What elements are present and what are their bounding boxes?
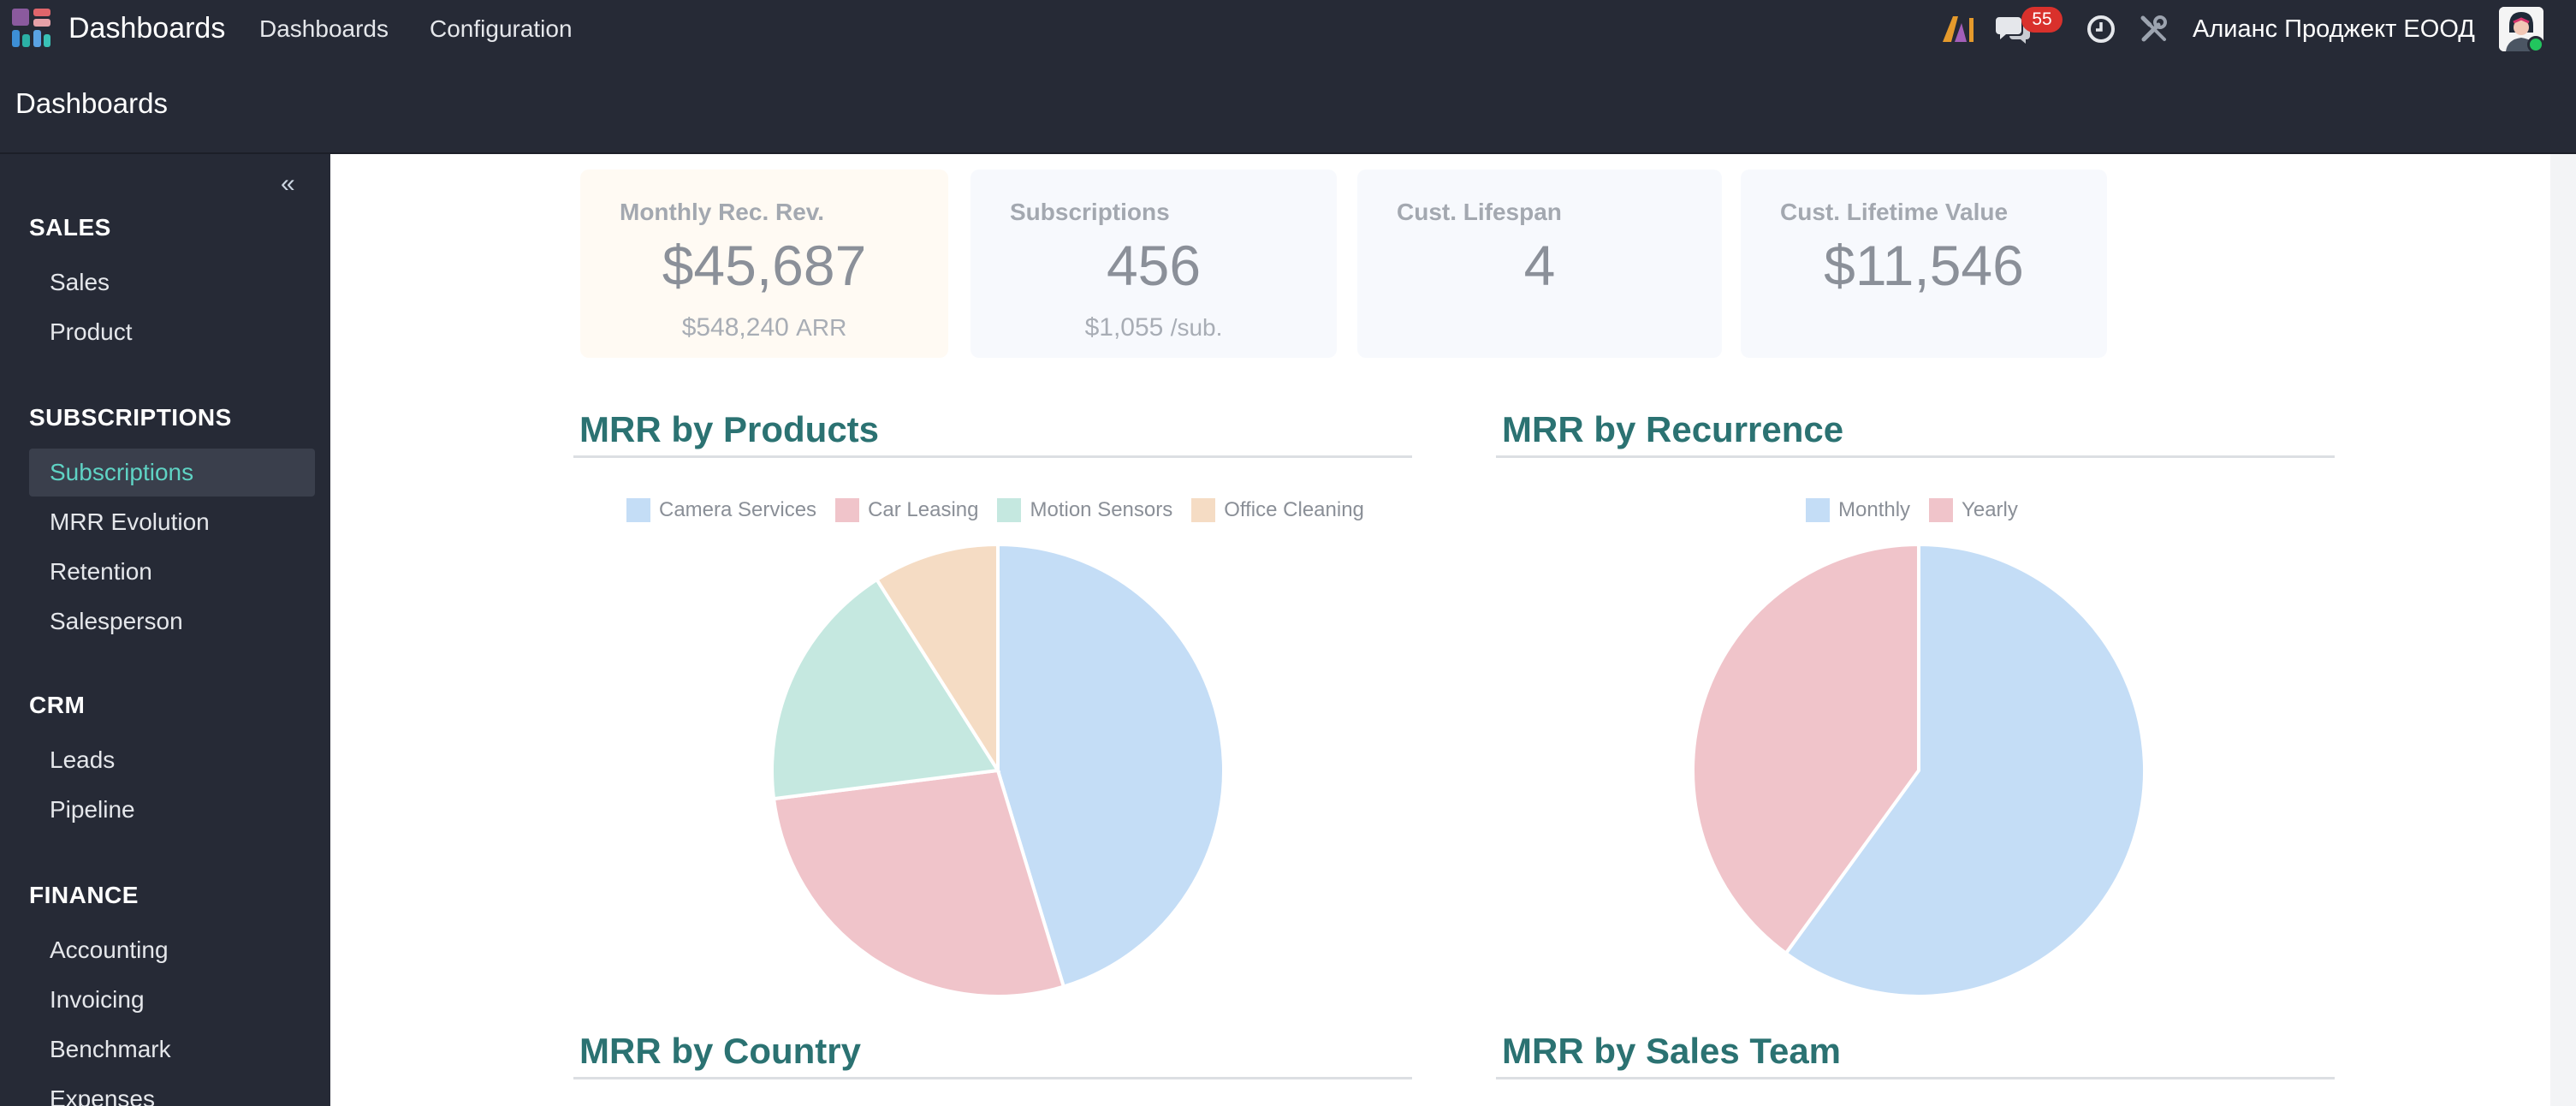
kpi-value: $11,546	[1824, 234, 2024, 297]
sidebar-item-expenses[interactable]: Expenses	[50, 1085, 155, 1106]
legend-item[interactable]: Motion Sensors	[997, 498, 1172, 522]
sidebar-item-retention[interactable]: Retention	[50, 558, 152, 585]
nav-configuration[interactable]: Configuration	[430, 15, 573, 42]
sidebar-item-accounting[interactable]: Accounting	[50, 937, 169, 963]
legend-item[interactable]: Camera Services	[626, 498, 816, 522]
chart-title-recurrence: MRR by Recurrence	[1502, 409, 1844, 449]
kpi-subvalue: $548,240 ARR	[580, 313, 948, 342]
kpi-value: $45,687	[662, 234, 867, 297]
kpi-card-lifespan[interactable]: Cust. Lifespan 4	[1357, 169, 1722, 358]
kpi-label: Subscriptions	[1010, 199, 1170, 225]
kpi-label: Cust. Lifespan	[1397, 199, 1562, 225]
legend-swatch	[997, 498, 1022, 522]
sidebar-item-mrr-evolution[interactable]: MRR Evolution	[50, 508, 210, 535]
chart-legend-recurrence: Monthly Yearly	[1806, 498, 2018, 522]
kpi-value: 4	[1523, 234, 1556, 297]
section-title-crm: CRM	[29, 692, 86, 718]
chart-title-country: MRR by Country	[579, 1031, 861, 1071]
online-status-dot	[2527, 36, 2544, 53]
app-logo-icon[interactable]	[12, 9, 53, 50]
breadcrumb: Dashboards	[15, 87, 168, 119]
sidebar-item-pipeline[interactable]: Pipeline	[50, 796, 135, 823]
kpi-subvalue-unit: ARR	[796, 314, 847, 341]
kpi-subvalue-number: $1,055	[1084, 313, 1164, 342]
ai-icon[interactable]	[1941, 13, 1975, 45]
legend-swatch	[1929, 498, 1954, 522]
sidebar-item-product[interactable]: Product	[50, 318, 133, 345]
pie-slice-motion-sensors[interactable]	[770, 577, 1001, 801]
kpi-value: 456	[1106, 234, 1202, 297]
legend-swatch	[626, 498, 650, 522]
legend-swatch	[835, 498, 860, 522]
sidebar-item-subscriptions[interactable]: Subscriptions	[29, 449, 315, 497]
chat-badge: 55	[2021, 7, 2063, 33]
chart-title-products: MRR by Products	[579, 409, 880, 449]
pie-slice-camera-services[interactable]	[996, 542, 1226, 990]
kpi-card-lifetime-value[interactable]: Cust. Lifetime Value $11,546	[1741, 169, 2107, 358]
pie-slice-yearly[interactable]	[1691, 542, 1920, 956]
pie-chart-products	[770, 542, 1226, 998]
section-divider	[1496, 455, 2335, 458]
legend-label: Monthly	[1838, 498, 1911, 521]
control-panel: Dashboards	[0, 58, 2576, 154]
legend-label: Car Leasing	[868, 498, 979, 521]
pie-slice-monthly[interactable]	[1784, 542, 2146, 998]
legend-item[interactable]: Monthly	[1806, 498, 1910, 522]
pie-slice-office-cleaning[interactable]	[874, 542, 1000, 776]
chart-title-sales-team: MRR by Sales Team	[1502, 1031, 1842, 1071]
kpi-label: Monthly Rec. Rev.	[620, 199, 825, 225]
nav-dashboards[interactable]: Dashboards	[259, 15, 389, 42]
legend-swatch	[1191, 498, 1216, 522]
pie-slice-car-leasing[interactable]	[771, 768, 1066, 998]
tools-icon[interactable]	[2140, 15, 2169, 44]
section-divider	[573, 1077, 1412, 1079]
legend-item[interactable]: Car Leasing	[835, 498, 978, 522]
legend-label: Motion Sensors	[1030, 498, 1173, 521]
kpi-card-mrr[interactable]: Monthly Rec. Rev. $45,687 $548,240 ARR	[580, 169, 948, 358]
legend-item[interactable]: Office Cleaning	[1191, 498, 1364, 522]
legend-swatch	[1806, 498, 1830, 522]
kpi-subvalue: $1,055 /sub.	[970, 313, 1337, 342]
section-divider	[573, 455, 1412, 458]
dashboard-content: Monthly Rec. Rev. $45,687 $548,240 ARR S…	[330, 154, 2550, 1106]
section-title-subscriptions: SUBSCRIPTIONS	[29, 404, 232, 431]
sidebar-item-invoicing[interactable]: Invoicing	[50, 986, 145, 1013]
scrollbar[interactable]	[2550, 154, 2576, 1106]
legend-item[interactable]: Yearly	[1929, 498, 2018, 522]
section-divider	[1496, 1077, 2335, 1079]
company-switcher[interactable]: Алианс Проджект ЕООД	[2193, 15, 2475, 43]
sidebar-item-benchmark[interactable]: Benchmark	[50, 1036, 171, 1062]
kpi-label: Cust. Lifetime Value	[1780, 199, 2009, 225]
section-title-finance: FINANCE	[29, 882, 139, 908]
kpi-subvalue-unit: /sub.	[1170, 314, 1223, 341]
kpi-subvalue-number: $548,240	[681, 313, 789, 342]
sidebar: « SALES Sales Product SUBSCRIPTIONS Subs…	[0, 154, 330, 1106]
legend-label: Office Cleaning	[1224, 498, 1364, 521]
sidebar-item-salesperson[interactable]: Salesperson	[50, 608, 183, 634]
legend-label: Camera Services	[659, 498, 817, 521]
kpi-card-subscriptions[interactable]: Subscriptions 456 $1,055 /sub.	[970, 169, 1337, 358]
collapse-sidebar-button[interactable]: «	[281, 169, 295, 198]
pie-chart-recurrence	[1691, 542, 2146, 998]
sidebar-item-leads[interactable]: Leads	[50, 746, 116, 773]
app-name[interactable]: Dashboards	[68, 12, 226, 45]
sidebar-item-sales[interactable]: Sales	[50, 269, 110, 295]
top-navbar: Dashboards Dashboards Configuration 55 А…	[0, 0, 2576, 58]
chart-legend-products: Camera Services Car Leasing Motion Sensors…	[626, 498, 1364, 522]
legend-label: Yearly	[1962, 498, 2018, 521]
clock-icon[interactable]	[2086, 15, 2116, 44]
section-title-sales: SALES	[29, 214, 111, 241]
